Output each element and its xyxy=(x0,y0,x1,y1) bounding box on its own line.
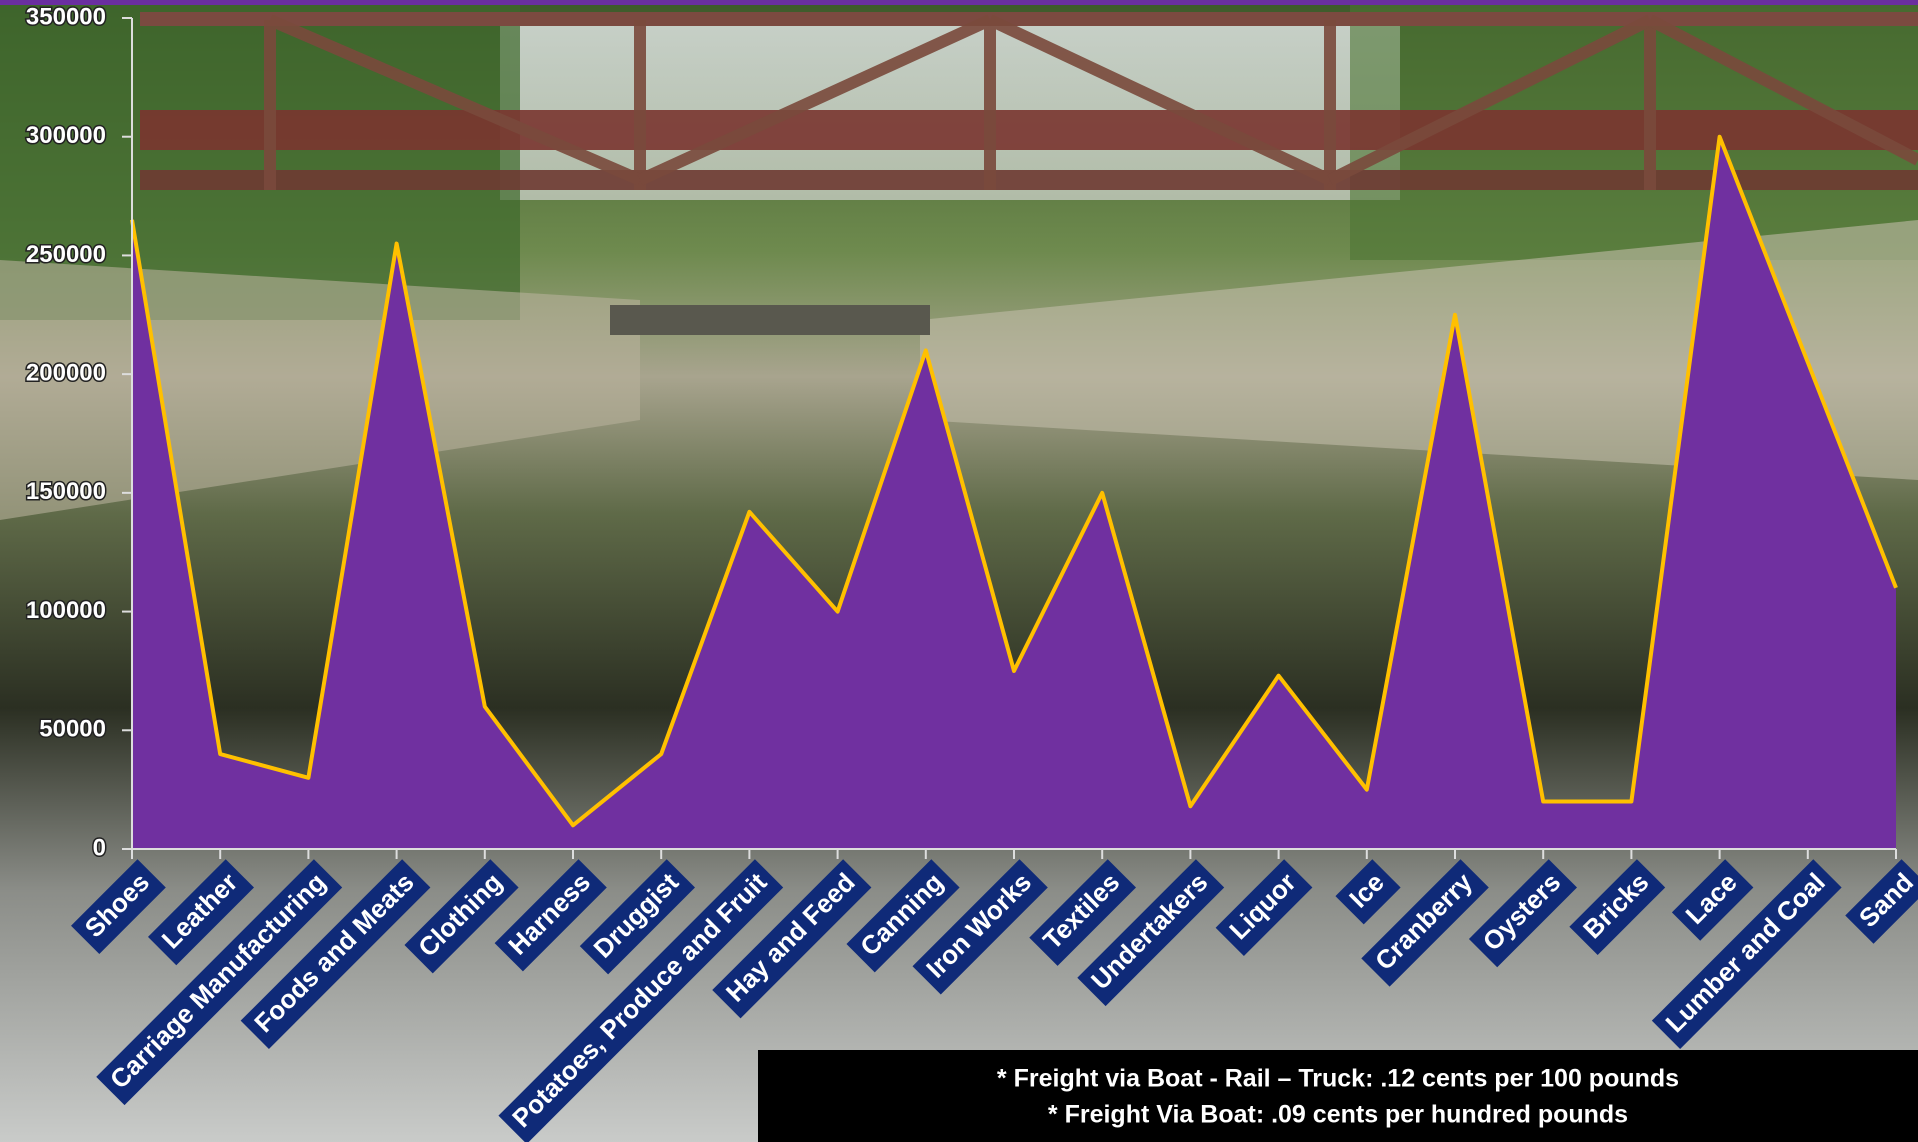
x-tick-box xyxy=(1029,859,1136,966)
x-tick-box xyxy=(1077,859,1225,1007)
y-tick-label: 150000 xyxy=(26,478,106,505)
x-tick-box xyxy=(1215,859,1313,956)
x-tick-box xyxy=(71,859,166,954)
line xyxy=(130,134,1898,828)
y-tick-label: 0 xyxy=(93,834,106,861)
x-tick-box xyxy=(1671,859,1754,941)
y-tick-label: 250000 xyxy=(26,241,106,268)
x-tick-box xyxy=(846,859,960,973)
plot-area: 0 50000 100000 150000 200000 250000 300000 3500… xyxy=(24,2,1898,863)
x-tick-box xyxy=(1361,859,1489,987)
note: * Freight via Boat - Rail – Truck: .12 c… xyxy=(997,1065,1679,1093)
y-tick-label: 50000 xyxy=(39,716,106,743)
x-tick-box xyxy=(147,859,254,966)
x-tick-box xyxy=(1651,859,1842,1049)
x-tick-box xyxy=(404,859,519,974)
note-box xyxy=(758,1050,1918,1142)
x-tick-box xyxy=(712,859,872,1019)
x-tick-box xyxy=(1569,859,1666,956)
x-tick-box xyxy=(498,859,784,1142)
x-tick-box xyxy=(96,859,343,1106)
y-tick-label: 200000 xyxy=(26,359,106,386)
x-tick-box xyxy=(240,859,431,1049)
x-tick-box xyxy=(912,859,1048,995)
x-tick-box xyxy=(494,859,607,972)
x-tick-box xyxy=(1845,859,1918,944)
y-tick-label: 100000 xyxy=(26,597,106,624)
x-tick-box xyxy=(1468,859,1577,968)
y-tick-label: 300000 xyxy=(26,122,106,149)
x-tick-box xyxy=(1335,859,1401,925)
x-tick-box xyxy=(579,859,695,975)
note: * Freight Via Boat: .09 cents per hundre… xyxy=(1048,1101,1628,1129)
y-tick-label: 350000 xyxy=(26,3,106,30)
